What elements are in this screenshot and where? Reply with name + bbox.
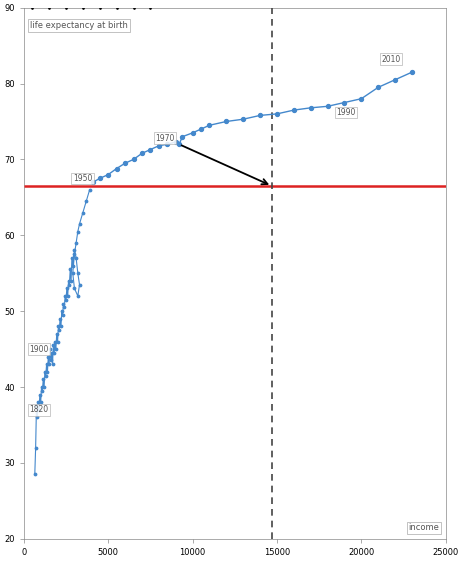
- Point: [53, 329, 61, 338]
- Point: [72, 254, 80, 263]
- Point: [63, 295, 70, 304]
- Text: life expectancy at birth: life expectancy at birth: [30, 21, 128, 30]
- Point: [273, 109, 281, 118]
- Point: [57, 322, 65, 331]
- Point: [76, 280, 83, 289]
- Point: [62, 292, 69, 301]
- Point: [68, 277, 75, 286]
- Point: [290, 105, 298, 114]
- Point: [72, 238, 80, 247]
- Point: [35, 406, 43, 415]
- Text: 1990: 1990: [336, 108, 356, 117]
- Point: [74, 227, 81, 236]
- Point: [49, 360, 56, 369]
- Point: [71, 246, 78, 255]
- Point: [44, 352, 52, 361]
- Point: [60, 299, 67, 308]
- Point: [82, 197, 90, 206]
- Point: [66, 280, 73, 289]
- Point: [61, 303, 68, 312]
- Point: [41, 367, 49, 376]
- Point: [69, 261, 76, 270]
- Text: 1900: 1900: [29, 344, 49, 353]
- Point: [357, 94, 365, 103]
- Point: [58, 307, 65, 316]
- Point: [36, 390, 44, 399]
- Point: [39, 387, 46, 396]
- Point: [130, 155, 137, 164]
- Point: [307, 103, 314, 112]
- Point: [76, 219, 83, 228]
- Point: [86, 185, 94, 194]
- Point: [34, 398, 42, 407]
- Point: [54, 337, 61, 346]
- Point: [38, 383, 45, 392]
- Point: [65, 277, 72, 286]
- Point: [206, 121, 213, 130]
- Point: [138, 149, 146, 158]
- Point: [51, 337, 59, 346]
- Point: [239, 114, 247, 123]
- Point: [223, 117, 230, 126]
- Point: [257, 111, 264, 120]
- Point: [48, 348, 56, 357]
- Point: [32, 443, 39, 452]
- Point: [68, 254, 75, 263]
- Point: [64, 292, 71, 301]
- Point: [47, 356, 55, 365]
- Point: [39, 375, 47, 384]
- Point: [71, 284, 78, 293]
- Point: [33, 402, 40, 411]
- Point: [31, 470, 38, 479]
- Point: [105, 170, 112, 179]
- Point: [175, 140, 183, 149]
- Text: 1950: 1950: [73, 174, 92, 183]
- Point: [40, 383, 48, 392]
- Point: [67, 265, 74, 274]
- Point: [179, 132, 186, 141]
- Point: [121, 159, 129, 168]
- Point: [46, 344, 54, 353]
- Point: [71, 250, 78, 259]
- Point: [163, 140, 171, 149]
- Point: [89, 178, 97, 187]
- Point: [69, 269, 76, 278]
- Point: [197, 125, 205, 134]
- Point: [56, 314, 64, 323]
- Text: 2010: 2010: [382, 55, 401, 64]
- Point: [189, 128, 196, 137]
- Point: [172, 137, 179, 146]
- Point: [34, 413, 41, 422]
- Point: [74, 292, 81, 301]
- Point: [50, 348, 58, 357]
- Point: [56, 325, 63, 334]
- Point: [50, 341, 57, 350]
- Point: [45, 360, 53, 369]
- Point: [155, 141, 163, 150]
- Point: [408, 68, 416, 77]
- Point: [375, 83, 382, 92]
- Point: [63, 284, 70, 293]
- Text: 1820: 1820: [29, 405, 49, 415]
- Point: [113, 164, 120, 173]
- Text: 1970: 1970: [156, 134, 175, 142]
- Point: [37, 398, 44, 407]
- Point: [55, 322, 62, 331]
- Point: [43, 360, 50, 369]
- Point: [96, 174, 103, 183]
- Point: [391, 75, 399, 84]
- Point: [147, 145, 154, 154]
- Point: [59, 310, 66, 319]
- Text: income: income: [408, 523, 439, 532]
- Point: [341, 98, 348, 107]
- Point: [79, 208, 87, 217]
- Point: [44, 367, 51, 376]
- Point: [324, 102, 332, 111]
- Point: [42, 371, 50, 380]
- Point: [52, 344, 60, 353]
- Point: [74, 269, 81, 278]
